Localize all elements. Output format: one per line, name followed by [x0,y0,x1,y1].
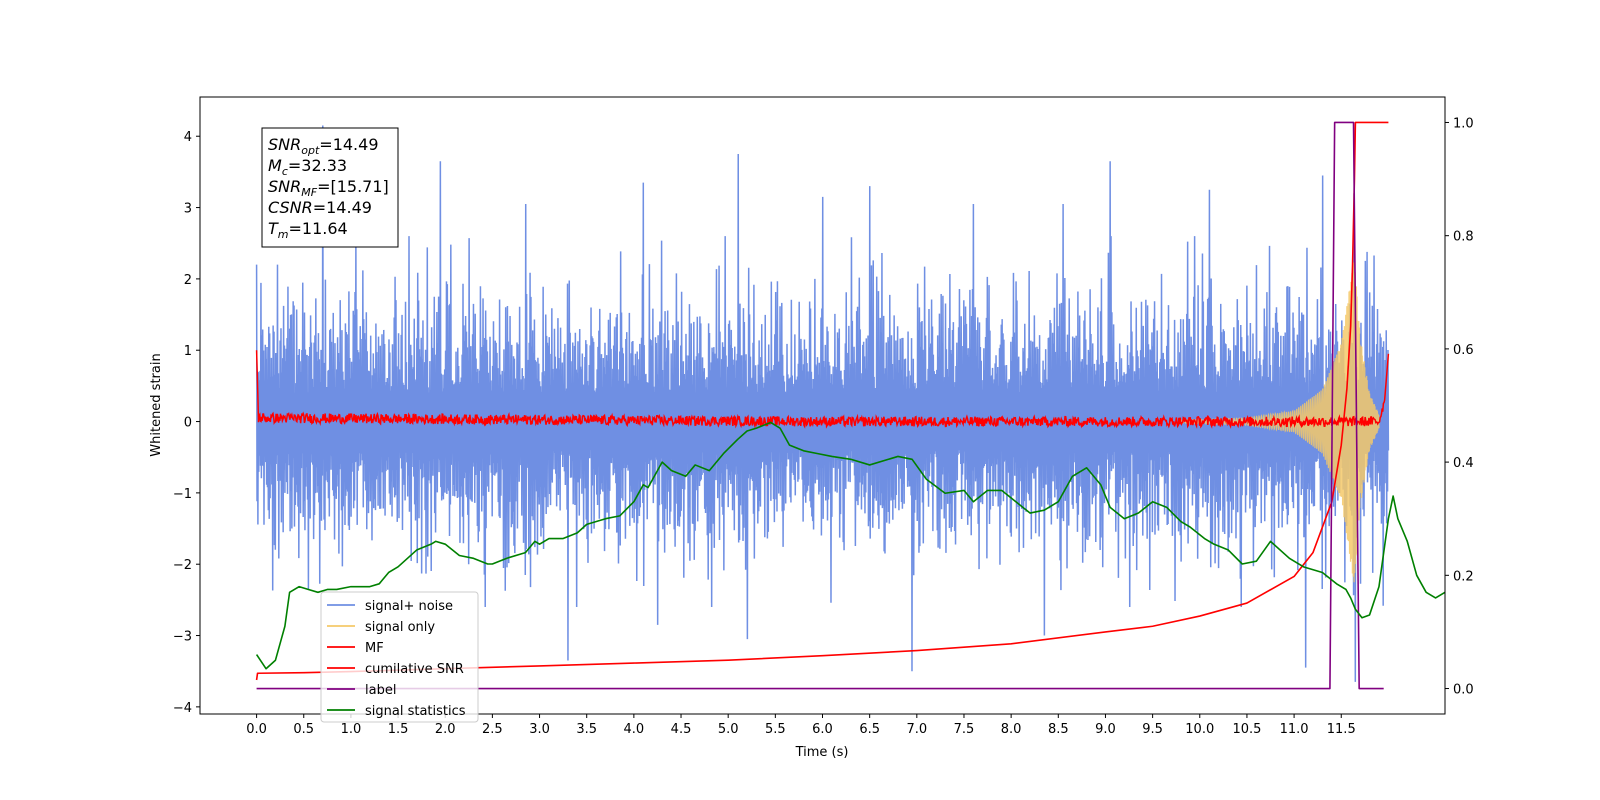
x-tick-label: 6.0 [812,722,833,737]
annotation-line: SNRopt=14.49 [268,135,379,157]
annotation-frame [261,127,399,248]
x-tick-label: 9.5 [1142,722,1163,737]
y-tick-label: −3 [173,630,192,645]
x-axis: 0.0 0.5 1.0 1.5 2.0 2.5 3.0 3.5 4.0 4.5 5.0 5.5 6.0 6… [246,714,1356,737]
x-tick-label: 1.5 [388,722,409,737]
legend-label: cumilative SNR [365,662,464,677]
y-tick-label: −4 [173,701,192,716]
y2-tick-label: 1.0 [1453,116,1474,131]
x-tick-label: 2.5 [482,722,503,737]
annotation-line: Tm=11.64 [268,219,348,241]
legend-label: signal only [365,620,435,635]
series-label [256,121,1384,690]
y-axis: −4 −3 −2 −1 0 1 2 3 4 [173,130,200,716]
x-tick-label: 10.5 [1232,722,1261,737]
x-tick-label: 0.5 [293,722,314,737]
x-axis-label: Time (s) [795,745,849,760]
y-tick-label: 4 [184,130,192,145]
y2-tick-label: 0.2 [1453,569,1474,584]
y-tick-label: 0 [184,416,192,431]
x-tick-label: 11.0 [1280,722,1309,737]
x-tick-label: 3.0 [529,722,550,737]
x-tick-label: 1.0 [341,722,362,737]
x-tick-label: 3.5 [576,722,597,737]
legend-label: label [365,683,396,698]
y-axis-label: Whitened strain [149,353,164,456]
y2-tick-label: 0.6 [1453,343,1474,358]
annotation-line: CSNR=14.49 [268,198,372,217]
legend-label: signal statistics [365,704,466,719]
x-tick-label: 6.5 [859,722,880,737]
legend-frame [320,591,479,723]
legend-label: signal+ noise [365,599,453,614]
x-tick-label: 4.0 [624,722,645,737]
y2-tick-label: 0.0 [1453,683,1474,698]
x-tick-label: 7.5 [954,722,975,737]
x-tick-label: 2.0 [435,722,456,737]
y-tick-label: −1 [173,487,192,502]
annotation-line: SNRMF=[15.71] [268,177,389,199]
y-tick-label: −2 [173,558,192,573]
x-tick-label: 9.0 [1095,722,1116,737]
y2-axis: 0.0 0.2 0.4 0.6 0.8 1.0 [1445,116,1474,698]
x-tick-label: 5.0 [718,722,739,737]
x-tick-label: 0.0 [246,722,267,737]
x-tick-label: 10.0 [1185,722,1214,737]
x-tick-label: 7.0 [906,722,927,737]
series-signal-statistics [255,421,1445,670]
y-tick-label: 1 [184,344,192,359]
x-tick-label: 11.5 [1327,722,1356,737]
x-tick-label: 5.5 [765,722,786,737]
series-signal-noise [255,125,1390,682]
legend-label: MF [365,641,384,656]
legend: signal+ noise signal only MF cumilative SNR… [320,591,479,723]
x-tick-label: 8.0 [1001,722,1022,737]
y2-tick-label: 0.4 [1453,456,1474,471]
annotation-line: Mc=32.33 [268,156,347,178]
y-tick-label: 3 [184,202,192,217]
y2-tick-label: 0.8 [1453,230,1474,245]
x-tick-label: 4.5 [671,722,692,737]
annotation-box: SNRopt=14.49Mc=32.33SNRMF=[15.71]CSNR=14… [261,127,399,248]
series-mf [255,350,1390,429]
x-tick-label: 8.5 [1048,722,1069,737]
y-tick-label: 2 [184,273,192,288]
